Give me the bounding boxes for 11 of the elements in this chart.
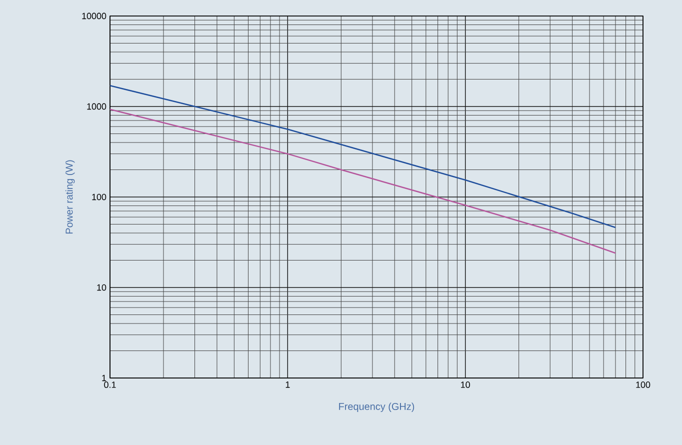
x-tick-label: 100 xyxy=(636,382,650,388)
y-tick-label: 1 xyxy=(102,374,106,382)
y-tick-label: 10 xyxy=(97,284,106,291)
y-tick-label: 1000 xyxy=(87,103,106,110)
x-tick-label: 10 xyxy=(461,382,470,388)
x-axis-title: Frequency (GHz) xyxy=(339,402,414,412)
x-tick-label: 1 xyxy=(286,382,290,388)
y-tick-label: 10000 xyxy=(82,12,106,20)
y-tick-label: 100 xyxy=(92,194,106,200)
x-tick-label: 0.1 xyxy=(104,382,116,388)
y-axis-title: Power rating (W) xyxy=(65,160,75,234)
